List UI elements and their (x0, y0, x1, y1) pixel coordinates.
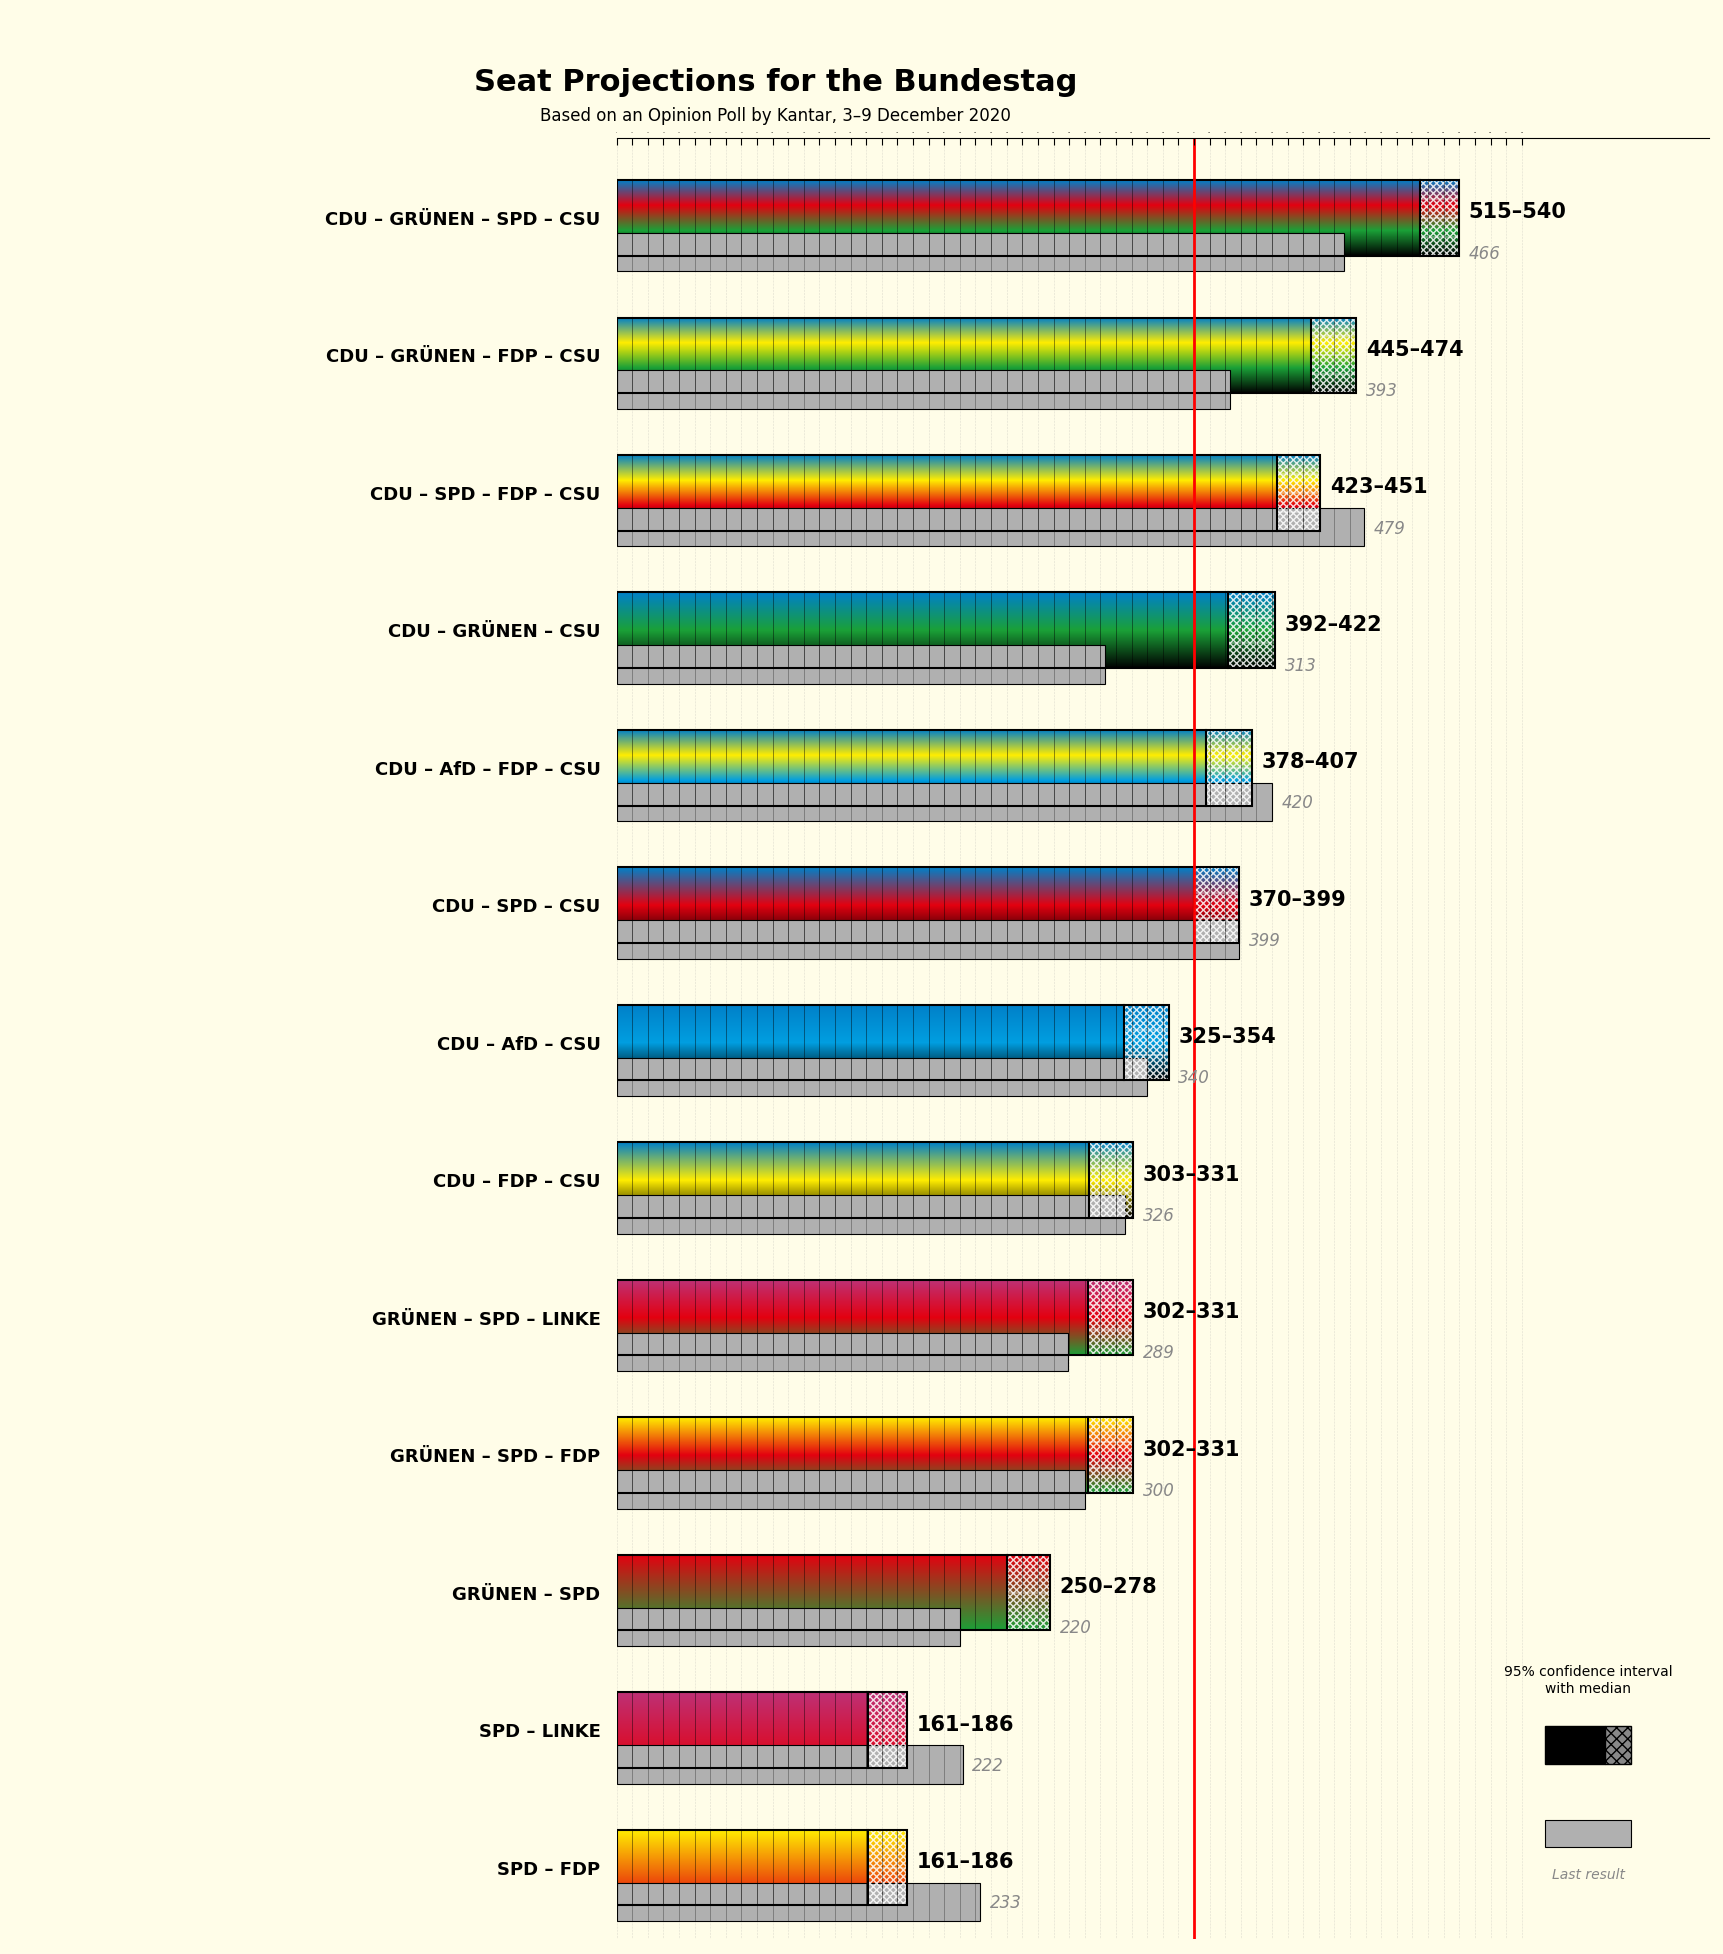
Bar (617, 233, 1342, 272)
Bar (1206, 768, 1251, 787)
Bar (1227, 592, 1275, 617)
Text: 378–407: 378–407 (1260, 752, 1358, 772)
Bar (1544, 1819, 1630, 1847)
Bar (617, 1608, 960, 1645)
Bar (617, 784, 1272, 821)
Text: 325–354: 325–354 (1179, 1028, 1275, 1047)
Bar (617, 1745, 963, 1784)
Bar (1123, 1055, 1168, 1081)
Text: 515–540: 515–540 (1468, 203, 1566, 223)
Bar (1087, 1305, 1132, 1331)
Text: 161–186: 161–186 (915, 1714, 1013, 1735)
Bar (1309, 375, 1356, 393)
Text: 313: 313 (1284, 657, 1316, 674)
Bar (617, 508, 1363, 547)
Bar (1206, 787, 1251, 805)
Bar (867, 1868, 906, 1905)
Bar (617, 371, 1228, 408)
Bar (1087, 1442, 1132, 1467)
Bar (617, 1469, 1084, 1508)
Bar (617, 317, 1356, 393)
Text: 300: 300 (1142, 1481, 1173, 1501)
Bar (617, 180, 1458, 256)
Text: 393: 393 (1365, 383, 1397, 401)
Text: 445–474: 445–474 (1365, 340, 1463, 360)
Bar (1604, 1725, 1630, 1764)
Bar (1206, 731, 1251, 748)
Bar (1087, 1467, 1132, 1493)
Text: 95% confidence interval
with median: 95% confidence interval with median (1502, 1665, 1671, 1696)
Bar (1420, 217, 1458, 236)
Bar (617, 1057, 1146, 1096)
Text: 302–331: 302–331 (1142, 1301, 1239, 1323)
Text: 220: 220 (1060, 1620, 1091, 1637)
Text: 250–278: 250–278 (1060, 1577, 1156, 1596)
Bar (1227, 617, 1275, 643)
Bar (617, 1555, 1049, 1630)
Text: 302–331: 302–331 (1142, 1440, 1239, 1460)
Text: 233: 233 (989, 1893, 1020, 1913)
Text: 423–451: 423–451 (1328, 477, 1427, 496)
Bar (1420, 236, 1458, 256)
Bar (1227, 643, 1275, 668)
Bar (1194, 918, 1239, 944)
Bar (1194, 893, 1239, 918)
Bar (1309, 356, 1356, 375)
Text: 392–422: 392–422 (1284, 616, 1382, 635)
Bar (617, 920, 1239, 959)
Text: 420: 420 (1280, 795, 1313, 813)
Bar (1089, 1143, 1132, 1168)
Bar (617, 1417, 1132, 1493)
Bar (1123, 1004, 1168, 1030)
Text: 303–331: 303–331 (1142, 1165, 1239, 1184)
Bar (1309, 336, 1356, 356)
Bar (1277, 475, 1320, 492)
Bar (617, 455, 1320, 531)
Text: 161–186: 161–186 (915, 1852, 1013, 1872)
Text: 399: 399 (1247, 932, 1280, 950)
Text: 370–399: 370–399 (1247, 889, 1346, 911)
Bar (617, 1829, 906, 1905)
Bar (1544, 1725, 1604, 1764)
Bar (1277, 492, 1320, 512)
Bar (1277, 512, 1320, 531)
Bar (1420, 180, 1458, 199)
Bar (617, 1280, 1132, 1356)
Bar (1123, 1030, 1168, 1055)
Text: Seat Projections for the Bundestag: Seat Projections for the Bundestag (474, 68, 1077, 98)
Bar (1420, 199, 1458, 217)
Text: 289: 289 (1142, 1344, 1173, 1362)
Text: Based on an Opinion Poll by Kantar, 3–9 December 2020: Based on an Opinion Poll by Kantar, 3–9 … (539, 107, 1011, 125)
Bar (617, 1692, 906, 1768)
Bar (1087, 1417, 1132, 1442)
Text: 466: 466 (1468, 244, 1499, 262)
Bar (1087, 1280, 1132, 1305)
Text: 326: 326 (1142, 1208, 1173, 1225)
Bar (1006, 1555, 1049, 1593)
Text: 222: 222 (972, 1757, 1005, 1774)
Text: 479: 479 (1373, 520, 1404, 537)
Text: 340: 340 (1179, 1069, 1210, 1088)
Bar (867, 1829, 906, 1868)
Bar (1194, 868, 1239, 893)
Text: Last result: Last result (1551, 1868, 1623, 1882)
Bar (617, 731, 1251, 805)
Bar (617, 1333, 1067, 1372)
Bar (1006, 1593, 1049, 1630)
Bar (617, 1143, 1132, 1217)
Bar (617, 592, 1275, 668)
Bar (617, 868, 1239, 944)
Bar (617, 1196, 1125, 1233)
Bar (1089, 1168, 1132, 1192)
Bar (1087, 1331, 1132, 1356)
Bar (617, 1004, 1168, 1081)
Bar (1309, 317, 1356, 336)
Bar (617, 1882, 980, 1921)
Bar (867, 1729, 906, 1768)
Bar (1206, 748, 1251, 768)
Bar (617, 645, 1104, 684)
Bar (1089, 1192, 1132, 1217)
Bar (867, 1692, 906, 1729)
Bar (1277, 455, 1320, 475)
